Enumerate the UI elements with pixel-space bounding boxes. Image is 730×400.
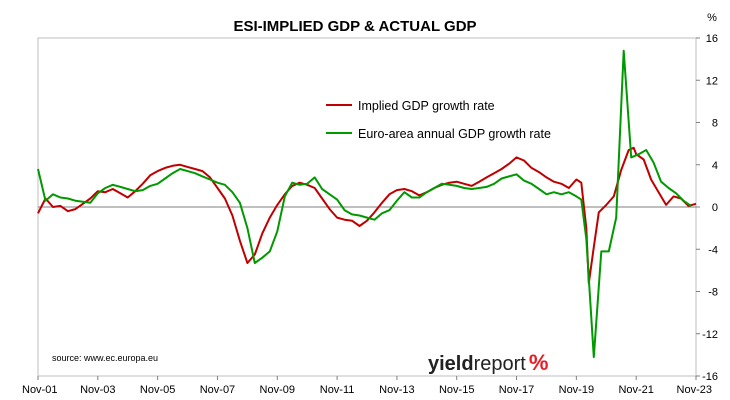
- x-tick-label: Nov-09: [260, 384, 295, 396]
- x-tick-label: Nov-01: [22, 384, 57, 396]
- x-tick-label: Nov-15: [439, 384, 474, 396]
- x-tick-label: Nov-23: [677, 384, 712, 396]
- legend: Implied GDP growth rate Euro-area annual…: [326, 99, 551, 141]
- y-tick-label: -4: [708, 244, 718, 256]
- x-tick-label: Nov-07: [200, 384, 235, 396]
- x-tick-label: Nov-05: [140, 384, 175, 396]
- y-tick-label: -8: [708, 287, 718, 299]
- x-tick-label: Nov-11: [320, 384, 355, 396]
- y-tick-label: 0: [712, 202, 718, 214]
- brand-word-light: report: [474, 353, 527, 375]
- brand-logo: yieldreport%: [428, 350, 548, 375]
- series-line-implied: [37, 146, 697, 285]
- legend-label-implied: Implied GDP growth rate: [358, 99, 495, 113]
- y-tick-label: -16: [702, 371, 718, 383]
- x-tick-label: Nov-21: [618, 384, 653, 396]
- brand-word-bold: yield: [428, 353, 474, 375]
- axes-group: 16 12 8 4 0 -4 -8 -12 -16 Nov-01 Nov-03 Nov-05 Nov-0…: [22, 33, 718, 396]
- y-axis-unit: %: [707, 12, 717, 24]
- y-tick-label: 12: [706, 75, 718, 87]
- x-tick-label: Nov-03: [80, 384, 115, 396]
- source-text: source: www.ec.europa.eu: [52, 353, 158, 363]
- x-tick-label: Nov-13: [379, 384, 414, 396]
- chart-title: ESI-IMPLIED GDP & ACTUAL GDP: [233, 18, 476, 35]
- series-group: [37, 49, 697, 358]
- legend-label-actual: Euro-area annual GDP growth rate: [358, 127, 551, 141]
- x-tick-label: Nov-19: [559, 384, 594, 396]
- y-tick-label: 8: [712, 118, 718, 130]
- y-tick-label: 16: [706, 33, 718, 45]
- brand-percent-icon: %: [529, 350, 549, 375]
- y-tick-label: -12: [702, 329, 718, 341]
- y-tick-label: 4: [712, 160, 718, 172]
- brand-wordmark: yieldreport%: [428, 350, 548, 375]
- series-line-actual: [37, 49, 692, 358]
- x-tick-label: Nov-17: [499, 384, 534, 396]
